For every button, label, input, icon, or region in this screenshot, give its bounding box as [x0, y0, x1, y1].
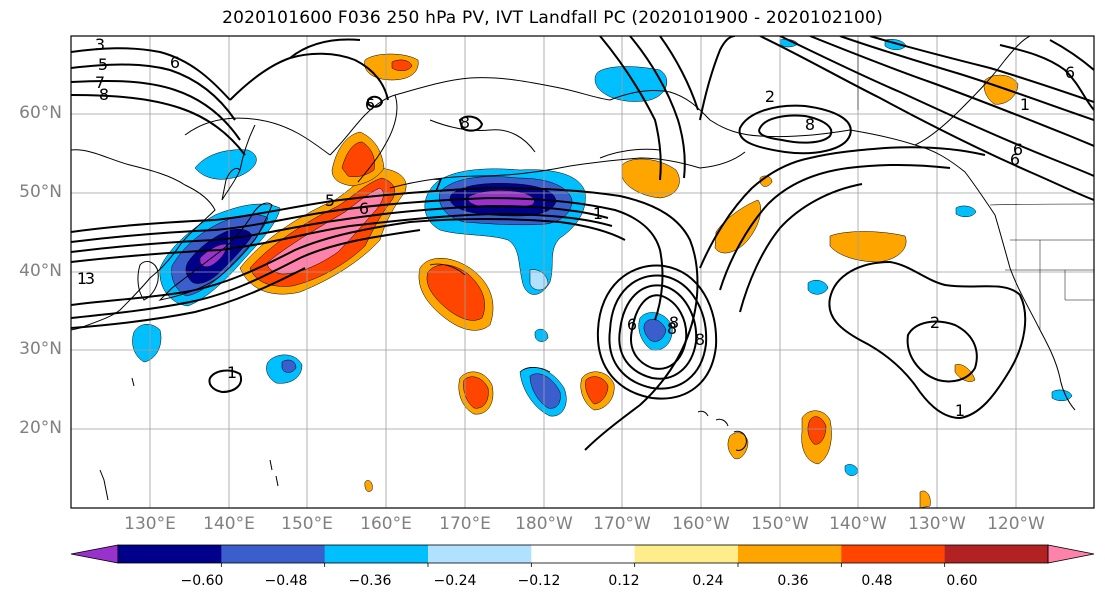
colorbar-segment [738, 545, 842, 563]
contour-label: 8 [669, 313, 679, 332]
lon-label-130e: 130°E [124, 514, 176, 534]
contour-label: 6 [365, 95, 375, 114]
contour-label: 6 [359, 199, 369, 218]
colorbar-tick-label: −0.36 [348, 573, 392, 589]
colorbar-segment [324, 545, 429, 563]
lon-label-180w: 180°W [515, 514, 573, 534]
colorbar-segment [531, 545, 636, 563]
contour-label: 6 [170, 53, 180, 72]
contour-label: 8 [805, 115, 815, 134]
contour-label: 8 [695, 330, 705, 349]
coast-bering [429, 119, 536, 153]
colorbar-tick-label: 0.60 [946, 573, 978, 589]
contour-label: 1 [227, 363, 237, 382]
lat-label-60n: 60°N [19, 103, 62, 123]
canada-border [989, 203, 1094, 206]
coast-alaska [609, 89, 916, 146]
lon-label-170e: 170°E [439, 514, 491, 534]
colorbar-tick-label: −0.12 [517, 573, 561, 589]
lon-label-150e: 150°E [281, 514, 333, 534]
colorbar-frame [117, 544, 1049, 564]
pv-contour-ne-pacific [828, 260, 1027, 420]
coast-na-west [914, 144, 1076, 411]
lon-label-160w: 160°W [672, 514, 730, 534]
colorbar [70, 544, 1095, 567]
contour-label: 2 [765, 87, 775, 106]
map-title: 2020101600 F036 250 hPa PV, IVT Landfall… [222, 8, 883, 28]
contour-label: 7 [433, 175, 443, 194]
colorbar-segment [841, 545, 946, 563]
grid-lines [71, 36, 1094, 508]
contour-label: 1 [77, 269, 87, 288]
contour-label: 1 [1020, 95, 1030, 114]
pv-contours [71, 36, 1094, 451]
lon-label-150w: 150°W [751, 514, 809, 534]
contour-label: 3 [95, 35, 105, 54]
lon-label-140w: 140°W [829, 514, 887, 534]
lon-label-160e: 160°E [360, 514, 412, 534]
coast-siberia [394, 77, 611, 101]
aleutians [389, 151, 746, 189]
coast-hawaii [697, 410, 747, 451]
contour-label: 6 [1065, 63, 1075, 82]
coast-okhotsk [184, 117, 331, 156]
lon-label-130w: 130°W [908, 514, 966, 534]
colorbar-segment [634, 545, 739, 563]
colorbar-segment [944, 545, 1049, 563]
contour-label: 5 [98, 55, 108, 74]
contour-label: 3 [85, 269, 95, 288]
map-area [71, 36, 1094, 508]
contour-label: 8 [99, 85, 109, 104]
contour-label: 1 [593, 204, 603, 223]
contour-label: 6 [1010, 150, 1020, 169]
colorbar-tick-label: 0.24 [692, 573, 724, 589]
lat-label-50n: 50°N [19, 182, 62, 202]
colorbar-tick-label: −0.48 [264, 573, 308, 589]
lat-label-20n: 20°N [19, 418, 62, 438]
contour-label: 6 [627, 315, 637, 334]
pv-contour-1 [71, 186, 699, 451]
map-frame [70, 35, 1095, 509]
colorbar-segment [221, 545, 326, 563]
pv-contour-alaska [738, 104, 852, 155]
lon-label-140e: 140°E [203, 514, 255, 534]
colorbar-extend-high [1047, 544, 1095, 564]
contour-label: 2 [930, 313, 940, 332]
contour-label: 6 [1013, 140, 1023, 159]
contour-label: 5 [325, 191, 335, 210]
colorbar-tick-label: −0.24 [433, 573, 477, 589]
contour-label: 7 [95, 73, 105, 92]
colorbar-tick-label: 0.48 [861, 573, 893, 589]
lat-label-40n: 40°N [19, 261, 62, 281]
colorbar-tick-label: −0.60 [180, 573, 224, 589]
shade-outlines [429, 263, 551, 373]
lon-label-120w: 120°W [987, 514, 1045, 534]
lat-label-30n: 30°N [19, 339, 62, 359]
contour-label: 1 [955, 401, 965, 420]
coast-asia [71, 149, 216, 331]
colorbar-tick-label: 0.12 [608, 573, 640, 589]
colorbar-tick-label: 0.36 [777, 573, 809, 589]
contour-label: 8 [460, 113, 470, 132]
colorbar-segment [428, 545, 532, 563]
colorbar-segment [118, 545, 222, 563]
colorbar-extend-low [70, 544, 119, 564]
lon-label-170w: 170°W [593, 514, 651, 534]
coast-korea [137, 261, 159, 301]
us-state-lines [857, 40, 1094, 330]
pv-cutoff-low [630, 294, 688, 370]
contour-label: 8 [667, 319, 677, 338]
coast-sakhalin [239, 124, 256, 171]
